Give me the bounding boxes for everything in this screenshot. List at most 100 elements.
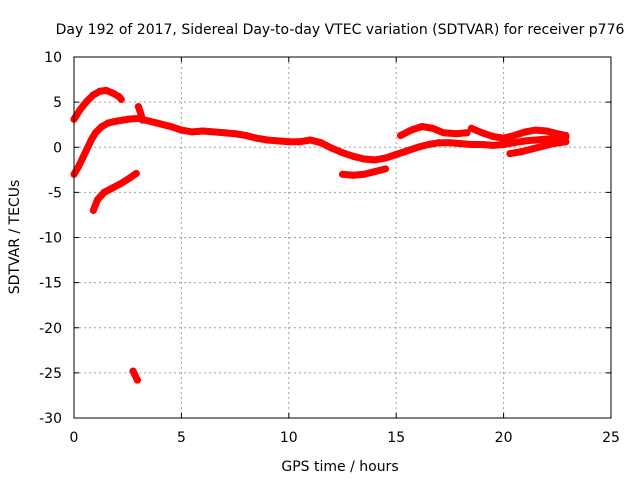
data-point <box>506 150 514 158</box>
y-tick-label: -20 <box>39 321 62 337</box>
data-point <box>167 122 175 130</box>
data-point <box>83 145 91 153</box>
data-point <box>306 136 314 144</box>
data-point <box>381 165 389 173</box>
data-point <box>296 138 304 146</box>
data-point <box>87 136 95 144</box>
x-tick-label: 20 <box>495 430 513 446</box>
data-point <box>242 132 250 140</box>
x-tick-label: 15 <box>387 430 405 446</box>
tick-layer: 0 5 10 15 20 25 -30 -25 -20 -15 -10 -5 0 5 10 <box>39 50 620 446</box>
data-point <box>94 196 102 204</box>
data-point <box>339 149 346 157</box>
data-point <box>407 126 415 134</box>
series-late-upper <box>467 124 570 142</box>
data-point <box>133 376 141 384</box>
data-point <box>199 127 207 135</box>
data-point <box>553 130 561 138</box>
data-point <box>360 155 368 163</box>
data-point <box>521 128 529 136</box>
data-point <box>339 170 346 178</box>
data-point <box>188 128 196 136</box>
data-point <box>231 130 239 138</box>
data-point <box>478 141 486 149</box>
data-point <box>132 169 140 177</box>
data-point <box>89 91 97 99</box>
data-point <box>467 141 475 149</box>
data-point <box>100 188 108 196</box>
data-point <box>528 145 536 153</box>
data-point <box>532 136 540 144</box>
data-point <box>177 126 185 134</box>
data-point <box>109 184 117 192</box>
data-point <box>392 150 400 158</box>
data-point <box>510 132 518 140</box>
y-tick-label: -25 <box>39 366 62 382</box>
data-point <box>439 129 447 137</box>
data-point <box>145 117 153 125</box>
data-point <box>109 89 117 97</box>
data-point <box>538 142 546 150</box>
data-point <box>429 124 437 132</box>
data-point <box>452 130 460 138</box>
x-axis-label: GPS time / hours <box>281 459 398 475</box>
x-tick-label: 0 <box>70 430 79 446</box>
data-point <box>117 95 125 103</box>
data-point <box>124 115 132 123</box>
data-point <box>371 156 379 164</box>
data-point <box>349 171 357 179</box>
data-point <box>134 103 142 111</box>
data-point <box>285 138 293 146</box>
y-tick-label: 10 <box>44 50 62 66</box>
data-point <box>253 134 261 142</box>
data-point <box>91 129 99 137</box>
data-point <box>137 109 145 117</box>
y-tick-label: -15 <box>39 276 62 292</box>
data-point <box>500 134 508 142</box>
series-layer <box>70 86 570 384</box>
data-point <box>510 139 518 147</box>
data-point <box>500 141 508 149</box>
data-point <box>396 132 404 140</box>
chart-title: Day 192 of 2017, Sidereal Day-to-day VTE… <box>56 22 625 38</box>
data-point <box>274 137 282 145</box>
data-point <box>210 128 218 136</box>
data-point <box>424 141 432 149</box>
data-point <box>418 122 426 130</box>
data-point <box>117 179 125 187</box>
data-point <box>79 154 87 162</box>
data-point <box>349 152 357 160</box>
data-point <box>156 120 164 128</box>
y-tick-label: -10 <box>39 231 62 247</box>
data-point <box>83 97 91 105</box>
data-point <box>562 132 570 140</box>
data-point <box>328 144 336 152</box>
data-point <box>543 135 551 143</box>
data-point <box>104 119 112 127</box>
data-point <box>89 206 97 214</box>
data-point <box>126 174 134 182</box>
data-point <box>543 127 551 135</box>
data-point <box>220 129 228 137</box>
data-point <box>549 140 557 148</box>
data-point <box>562 138 570 146</box>
data-point <box>489 141 497 149</box>
data-point <box>360 170 368 178</box>
data-point <box>76 105 84 113</box>
data-point <box>532 126 540 134</box>
data-point <box>98 122 106 130</box>
data-point <box>463 129 471 137</box>
data-point <box>263 136 271 144</box>
data-point <box>414 143 422 151</box>
y-tick-label: 5 <box>53 95 62 111</box>
data-point <box>74 163 82 171</box>
data-point <box>371 168 379 176</box>
data-point <box>489 132 497 140</box>
x-tick-label: 5 <box>177 430 186 446</box>
x-tick-label: 25 <box>602 430 620 446</box>
y-tick-label: 0 <box>53 140 62 156</box>
data-point <box>467 124 475 132</box>
x-tick-label: 10 <box>280 430 298 446</box>
data-point <box>521 137 529 145</box>
